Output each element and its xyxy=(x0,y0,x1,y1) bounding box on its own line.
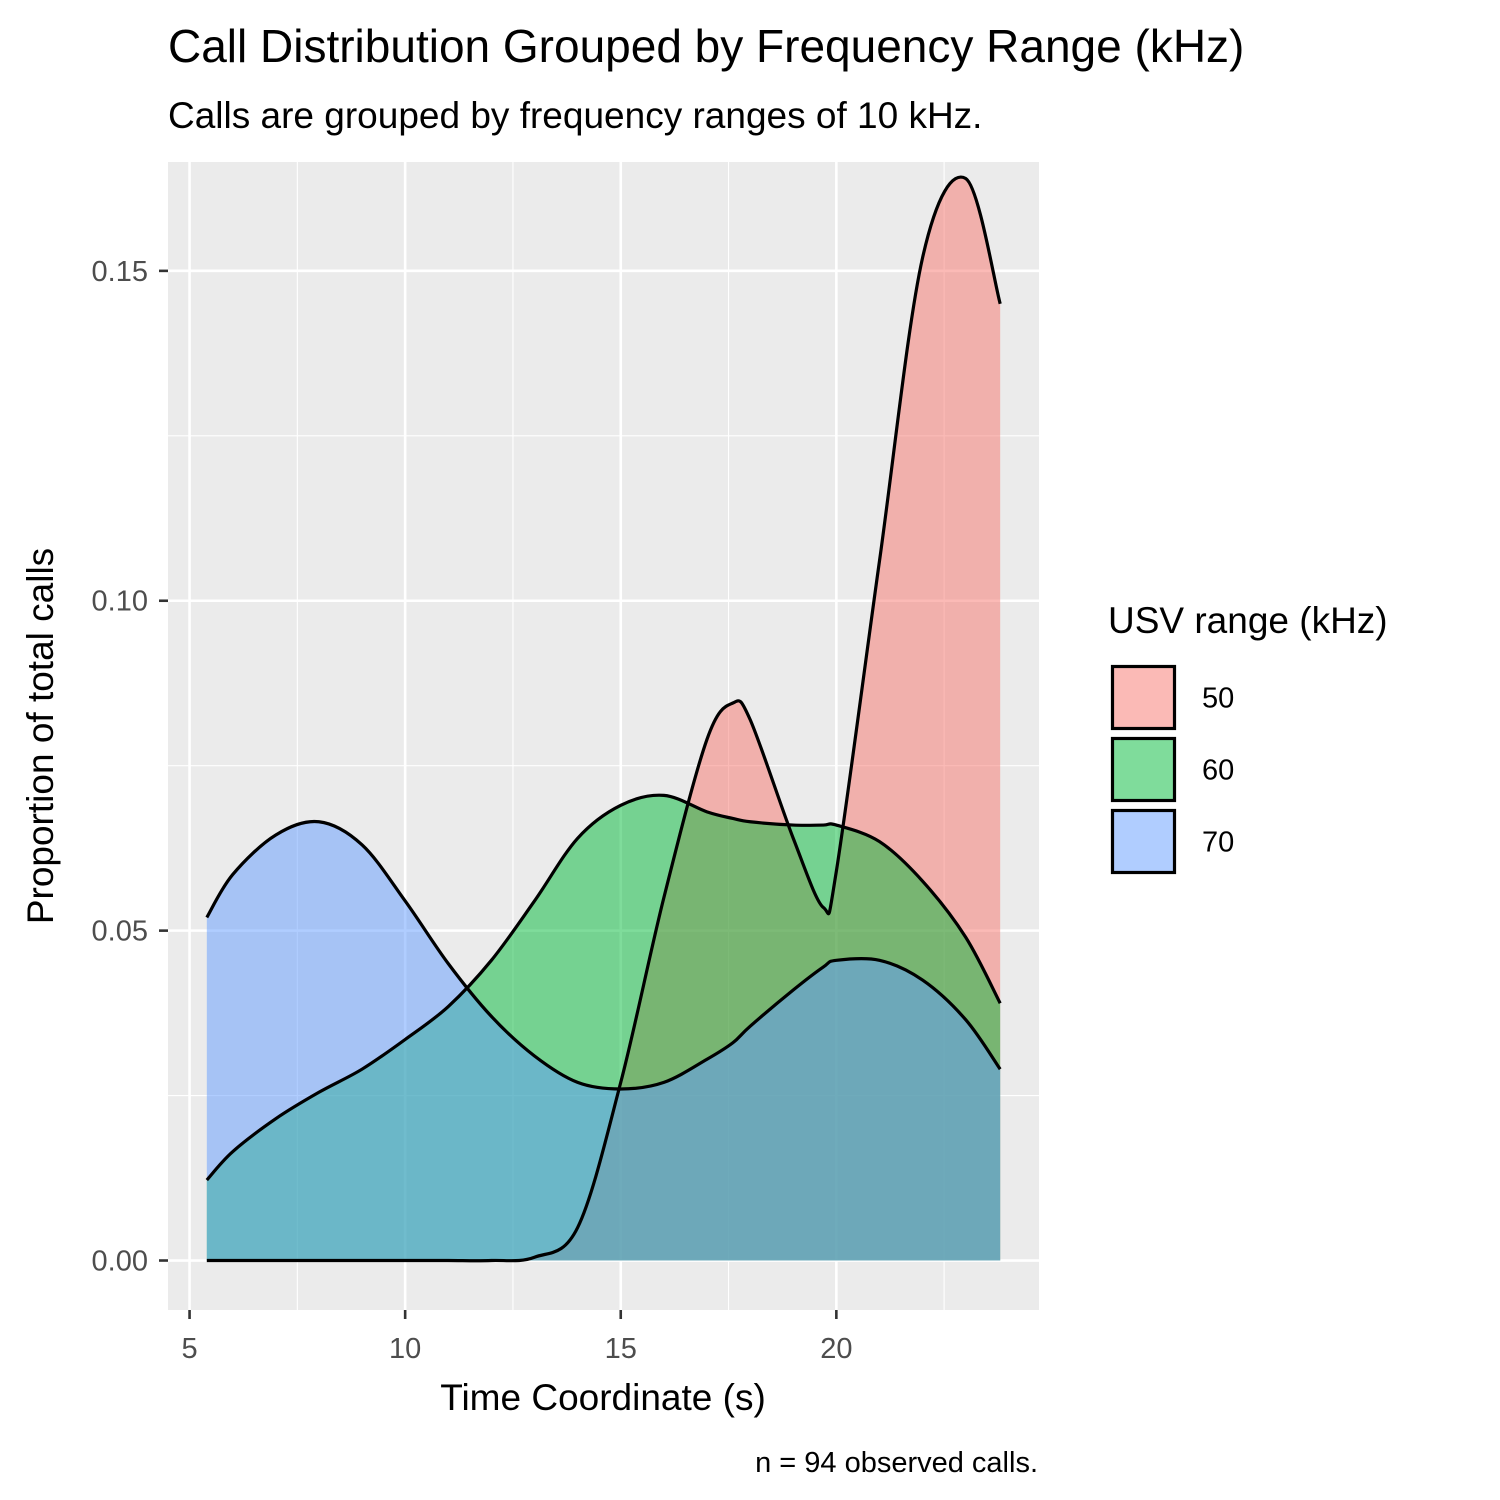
chart-title: Call Distribution Grouped by Frequency R… xyxy=(168,20,1244,72)
chart-caption: n = 94 observed calls. xyxy=(755,1447,1038,1479)
x-axis-title: Time Coordinate (s) xyxy=(440,1377,766,1418)
legend-label-60: 60 xyxy=(1202,755,1234,787)
axis-ticks xyxy=(159,269,838,1319)
density-line-60 xyxy=(205,793,1002,1182)
y-tick-label: 0.05 xyxy=(92,916,148,948)
legend: 50 60 70 xyxy=(1110,664,1234,875)
density-line-50 xyxy=(206,175,1002,1263)
y-tick-label: 0.10 xyxy=(92,586,148,618)
x-tick-label: 10 xyxy=(389,1333,421,1365)
y-axis-title: Proportion of total calls xyxy=(20,548,61,924)
legend-label-50: 50 xyxy=(1202,683,1234,715)
y-tick-label: 0.15 xyxy=(92,256,148,288)
y-tick-label: 0.00 xyxy=(92,1246,148,1278)
legend-label-70: 70 xyxy=(1202,827,1234,859)
legend-key-50 xyxy=(1110,664,1177,731)
x-tick-label: 15 xyxy=(605,1333,637,1365)
legend-key-60 xyxy=(1110,736,1177,803)
x-tick-label: 20 xyxy=(820,1333,852,1365)
density-area-70 xyxy=(206,821,1001,1261)
legend-title: USV range (kHz) xyxy=(1108,600,1388,641)
density-areas xyxy=(206,177,1001,1261)
chart-subtitle: Calls are grouped by frequency ranges of… xyxy=(168,95,982,136)
axis-tick-labels: 5 10 15 20 0.00 0.05 0.10 0.15 xyxy=(92,256,853,1365)
density-line-70 xyxy=(205,819,1002,1091)
legend-key-70 xyxy=(1110,808,1177,875)
density-outlines xyxy=(205,175,1002,1263)
x-tick-label: 5 xyxy=(181,1333,197,1365)
